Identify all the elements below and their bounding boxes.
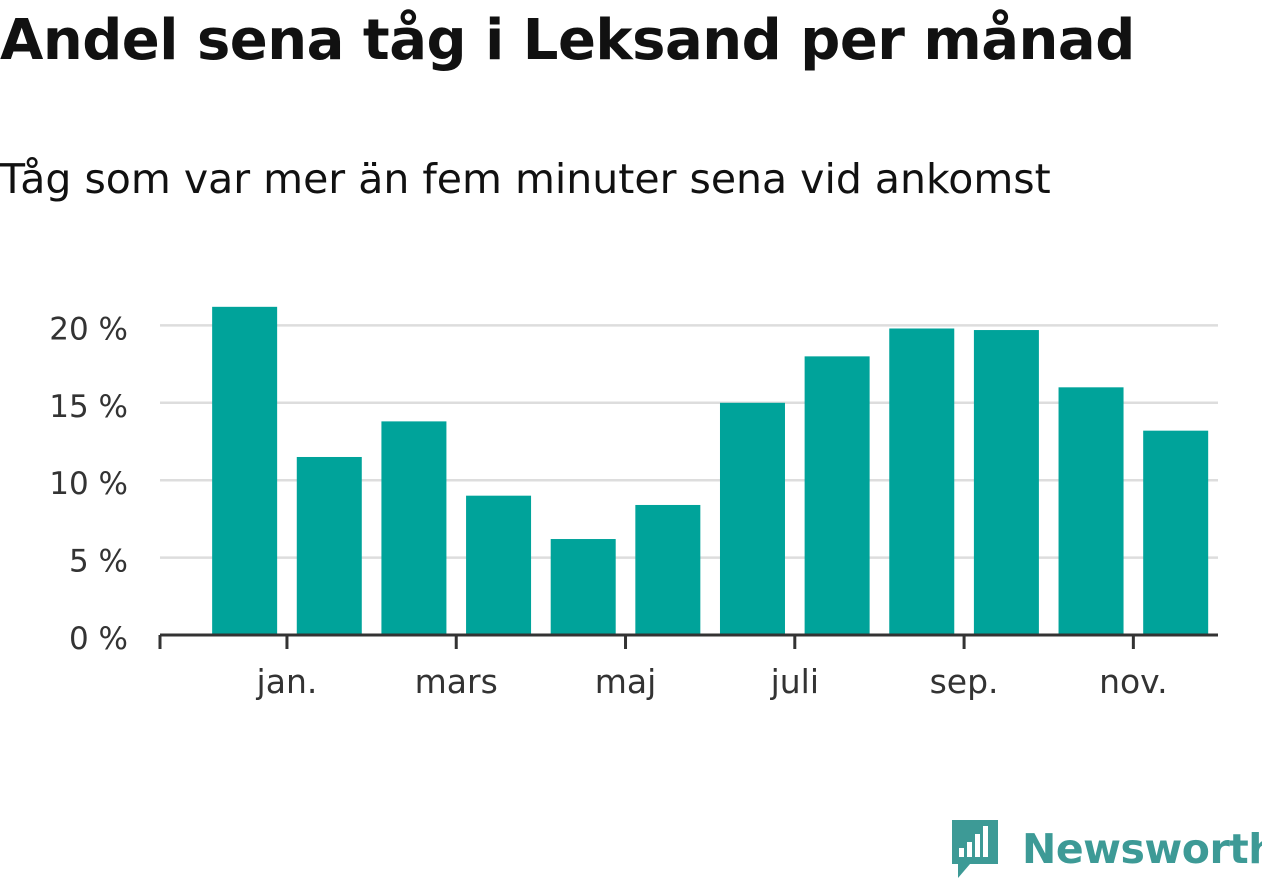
x-tick-label: sep. [930, 662, 999, 701]
x-tick-label: nov. [1099, 662, 1168, 701]
bar-juni [719, 402, 785, 635]
y-tick-label: 20 % [49, 311, 128, 347]
newsworthy-logo-icon [952, 820, 998, 878]
newsworthy-logo: Newsworthy [950, 818, 1262, 880]
bar-april [550, 539, 616, 635]
bar-nov. [1143, 430, 1209, 635]
bar-feb. [381, 421, 447, 635]
bar-juli [804, 356, 870, 635]
y-tick-label: 15 % [49, 389, 128, 425]
y-tick-label: 10 % [49, 466, 128, 502]
brand-name: Newsworthy [1022, 825, 1262, 873]
chart-title: Andel sena tåg i Leksand per månad [0, 8, 1135, 73]
y-tick-label: 5 % [69, 544, 128, 580]
bar-mars [466, 495, 532, 635]
x-tick-label: jan. [256, 662, 318, 701]
bar-aug. [889, 328, 955, 635]
x-tick-label: mars [415, 662, 498, 701]
chart-subtitle: Tåg som var mer än fem minuter sena vid … [0, 155, 1051, 203]
x-tick-label: juli [770, 662, 819, 701]
x-tick-label: maj [595, 662, 657, 701]
bar-dec. [212, 306, 278, 635]
bar-okt. [1058, 387, 1124, 635]
bar-jan. [296, 456, 362, 635]
bar-sep. [973, 330, 1039, 635]
y-tick-label: 0 % [69, 621, 128, 657]
bar-maj [635, 504, 701, 635]
